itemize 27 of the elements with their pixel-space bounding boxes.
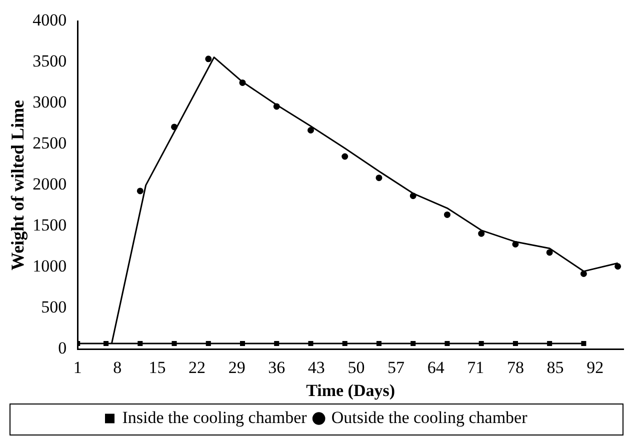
x-tick-label: 36 <box>268 358 286 377</box>
x-tick-label: 22 <box>188 358 206 377</box>
x-tick-label: 8 <box>113 358 122 377</box>
legend-label: Inside the cooling chamber <box>122 408 308 427</box>
x-tick-label: 1 <box>73 358 82 377</box>
y-tick-label: 500 <box>41 298 67 317</box>
x-tick-label: 64 <box>427 358 445 377</box>
x-tick-label: 43 <box>308 358 325 377</box>
x-tick-label: 92 <box>586 358 604 377</box>
x-axis-title: Time (Days) <box>306 381 396 400</box>
y-tick-label: 3500 <box>32 52 67 71</box>
x-tick-label: 15 <box>148 358 166 377</box>
x-tick-label: 78 <box>506 358 524 377</box>
x-tick-label: 29 <box>228 358 246 377</box>
y-tick-label: 3000 <box>32 92 67 112</box>
x-tick-label: 57 <box>388 358 406 377</box>
x-tick-label: 50 <box>348 358 365 377</box>
legend-label: Outside the cooling chamber <box>331 408 528 427</box>
y-axis-title: Weight of wilted Lime <box>7 100 28 270</box>
y-tick-label: 1500 <box>32 216 67 235</box>
y-tick-label: 4000 <box>32 10 67 30</box>
y-tick-label: 2500 <box>32 134 67 153</box>
x-tick-label: 85 <box>546 358 564 377</box>
y-tick-label: 0 <box>58 338 67 358</box>
x-tick-label: 71 <box>467 358 484 377</box>
y-tick-label: 2000 <box>32 174 67 194</box>
y-tick-label: 1000 <box>32 256 67 276</box>
